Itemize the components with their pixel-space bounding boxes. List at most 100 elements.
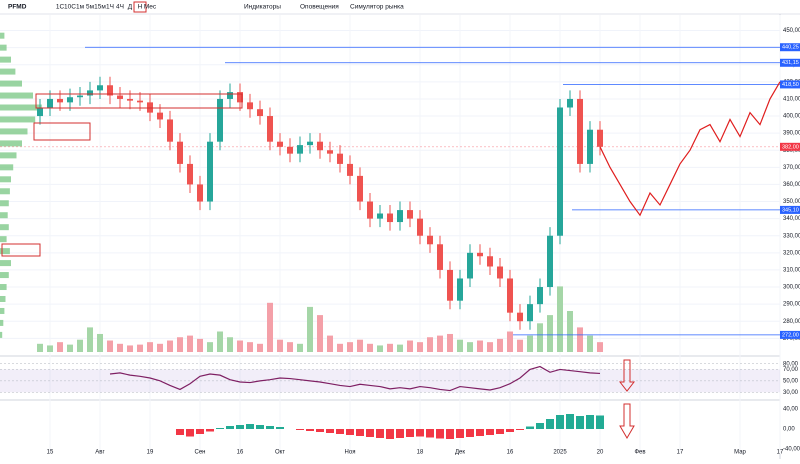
macd-bar bbox=[246, 424, 254, 429]
macd-bar bbox=[536, 423, 544, 429]
y-tick-label: 370,00 bbox=[783, 165, 800, 171]
candle-body bbox=[157, 112, 163, 120]
macd-bar bbox=[506, 429, 514, 432]
annotation-box bbox=[33, 122, 91, 141]
candle-body bbox=[287, 146, 293, 154]
indicators-button[interactable]: Индикаторы bbox=[244, 4, 281, 11]
price-label: 431,15 bbox=[782, 60, 799, 66]
volume-bar bbox=[547, 315, 553, 352]
y-tick-label: 330,00 bbox=[783, 233, 800, 239]
interval-button[interactable]: Н bbox=[138, 4, 143, 11]
volume-bar bbox=[97, 333, 103, 352]
volume-bar bbox=[127, 345, 133, 352]
volume-bar bbox=[347, 342, 353, 352]
volume-bar bbox=[477, 340, 483, 352]
profile-bar bbox=[0, 307, 5, 314]
interval-button[interactable]: Д bbox=[128, 4, 133, 11]
candle-body bbox=[37, 107, 43, 117]
macd-bar bbox=[426, 429, 434, 438]
volume-bar bbox=[47, 345, 53, 352]
candle-body bbox=[67, 97, 73, 103]
x-tick-label: 15 bbox=[47, 450, 54, 456]
interval-button[interactable]: 15м bbox=[94, 4, 106, 11]
candle-body bbox=[457, 278, 463, 301]
profile-bar bbox=[0, 319, 4, 326]
candle-body bbox=[187, 163, 193, 185]
volume-bar bbox=[457, 339, 463, 352]
replay-button[interactable]: Симулятор рынка bbox=[350, 4, 404, 11]
candle-body bbox=[567, 98, 573, 108]
x-tick-label: Мар bbox=[734, 450, 746, 456]
alerts-button[interactable]: Оповещения bbox=[300, 4, 339, 11]
x-tick-label: Фев bbox=[634, 450, 645, 456]
candle-body bbox=[427, 235, 433, 245]
candle-body bbox=[317, 141, 323, 151]
candle-body bbox=[327, 150, 333, 154]
price-label: 272,00 bbox=[782, 332, 799, 338]
volume-bar bbox=[107, 340, 113, 352]
volume-bar bbox=[77, 339, 83, 352]
candle-body bbox=[337, 153, 343, 164]
x-tick-label: 16 bbox=[507, 450, 514, 456]
annotation-box bbox=[35, 93, 243, 109]
volume-bar bbox=[137, 344, 143, 352]
macd-bar bbox=[316, 429, 324, 432]
candle-body bbox=[177, 141, 183, 164]
x-tick-label: 18 bbox=[417, 450, 424, 456]
interval-button[interactable]: 5м bbox=[86, 4, 95, 11]
macd-bar bbox=[486, 429, 494, 435]
price-label-box bbox=[780, 43, 800, 52]
interval-button[interactable]: 1м bbox=[76, 4, 85, 11]
volume-bar bbox=[157, 343, 163, 352]
volume-bar bbox=[147, 342, 153, 352]
volume-bar bbox=[597, 342, 603, 352]
volume-bar bbox=[367, 343, 373, 352]
candle-body bbox=[497, 266, 503, 279]
y-tick-label: 340,00 bbox=[783, 216, 800, 222]
volume-bar bbox=[447, 333, 453, 352]
candle-body bbox=[377, 213, 383, 219]
candle-body bbox=[227, 92, 233, 99]
macd-bar bbox=[466, 429, 474, 437]
candle-body bbox=[117, 95, 123, 99]
interval-button[interactable]: 1Ч bbox=[106, 4, 114, 11]
price-label-box bbox=[780, 330, 800, 339]
y-tick-label: 310,00 bbox=[783, 268, 800, 274]
interval-button[interactable]: Мес bbox=[144, 4, 157, 11]
symbol[interactable]: PFMD bbox=[8, 4, 27, 11]
x-tick-label: 16 bbox=[237, 450, 244, 456]
volume-bar bbox=[217, 331, 223, 352]
volume-bar bbox=[237, 340, 243, 352]
y-tick-label: 350,00 bbox=[783, 199, 800, 205]
candle-body bbox=[537, 287, 543, 305]
volume-bar bbox=[417, 342, 423, 352]
macd-bar bbox=[436, 429, 444, 439]
candle-body bbox=[257, 109, 263, 117]
macd-bar bbox=[236, 425, 244, 429]
profile-bar bbox=[0, 331, 3, 338]
candle-body bbox=[97, 85, 103, 91]
volume-bar bbox=[427, 337, 433, 352]
arrow bbox=[618, 359, 636, 392]
volume-bar bbox=[197, 338, 203, 352]
macd-bar bbox=[556, 415, 564, 429]
interval-button[interactable]: 1С bbox=[56, 4, 65, 11]
macd-bar bbox=[386, 429, 394, 439]
profile-bar bbox=[0, 80, 22, 87]
macd-bar bbox=[196, 429, 204, 434]
macd-bar bbox=[456, 429, 464, 438]
candle-body bbox=[147, 102, 153, 113]
profile-bar bbox=[0, 176, 11, 183]
price-label-box bbox=[780, 58, 800, 67]
price-label-box bbox=[780, 80, 800, 89]
macd-bar bbox=[526, 426, 534, 429]
profile-bar bbox=[0, 260, 11, 267]
interval-button[interactable]: 10С bbox=[64, 4, 76, 11]
interval-button[interactable]: 4Ч bbox=[116, 4, 124, 11]
candle-body bbox=[77, 95, 83, 98]
macd-bar bbox=[176, 429, 184, 435]
macd-bar bbox=[446, 429, 454, 439]
x-tick-label: Сен bbox=[195, 450, 206, 456]
macd-bar bbox=[406, 429, 414, 437]
macd-bar bbox=[546, 419, 554, 429]
